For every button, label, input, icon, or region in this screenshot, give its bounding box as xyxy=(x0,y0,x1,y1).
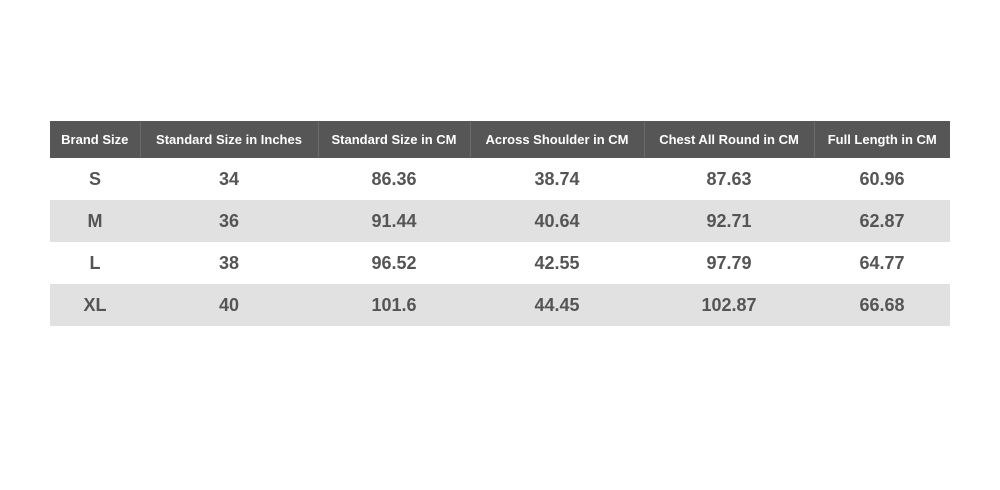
table-cell: 42.55 xyxy=(534,252,580,273)
table-cell: 38 xyxy=(218,252,240,273)
table-row: S 34 86.36 38.74 87.63 60.96 xyxy=(50,158,950,200)
table-cell: 36 xyxy=(140,200,318,242)
header-cell: Standard Size in CM xyxy=(317,121,470,158)
table-cell: 34 xyxy=(218,168,240,189)
table-row: XL 40 101.6 44.45 102.87 66.68 xyxy=(50,284,950,326)
table-cell: 44.45 xyxy=(470,284,644,326)
header-cell: Brand Size xyxy=(50,121,140,158)
table-row: M 36 91.44 40.64 92.71 62.87 xyxy=(50,200,950,242)
table-cell: 64.77 xyxy=(859,252,905,273)
table-cell: 66.68 xyxy=(814,284,950,326)
header-cell: Across Shoulder in CM xyxy=(469,121,644,158)
table-cell: 102.87 xyxy=(644,284,814,326)
table-cell: 92.71 xyxy=(644,200,814,242)
table-cell: 87.63 xyxy=(706,168,752,189)
header-cell: Chest All Round in CM xyxy=(643,121,814,158)
header-cell: Standard Size in Inches xyxy=(139,121,318,158)
table-cell: 96.52 xyxy=(371,252,417,273)
table-cell: 86.36 xyxy=(371,168,417,189)
table-cell: XL xyxy=(50,284,140,326)
table-cell: 60.96 xyxy=(859,168,905,189)
table-cell: 38.74 xyxy=(534,168,580,189)
table-cell: 40 xyxy=(140,284,318,326)
header-cell: Full Length in CM xyxy=(813,121,950,158)
table-row: L 38 96.52 42.55 97.79 64.77 xyxy=(50,242,950,284)
header-row: Brand Size Standard Size in Inches Standar… xyxy=(50,121,950,158)
table-cell: 97.79 xyxy=(706,252,752,273)
table-cell: 40.64 xyxy=(470,200,644,242)
size-table: Brand Size Standard Size in Inches Standar… xyxy=(50,121,950,326)
table-body: S 34 86.36 38.74 87.63 60.96 M 36 91.44 40.64 92.7… xyxy=(50,158,950,326)
table-cell: 101.6 xyxy=(318,284,470,326)
table-cell: L xyxy=(89,252,101,273)
table-cell: S xyxy=(88,168,101,189)
table-cell: M xyxy=(50,200,140,242)
table-cell: 91.44 xyxy=(318,200,470,242)
table-cell: 62.87 xyxy=(814,200,950,242)
